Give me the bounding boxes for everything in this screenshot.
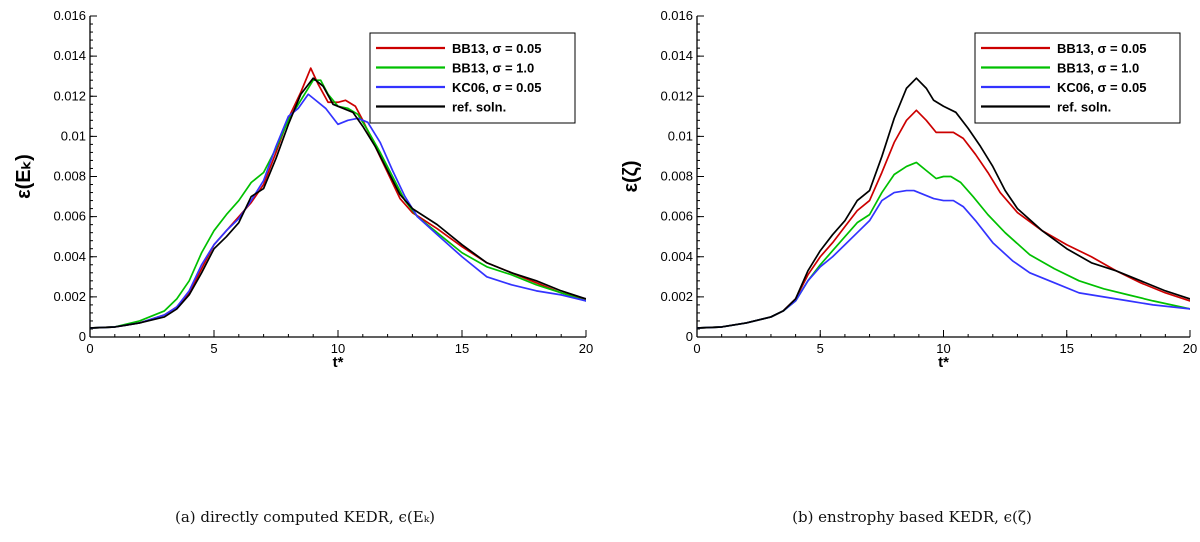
series-line-1	[90, 79, 586, 329]
series-line-3	[697, 77, 1190, 329]
y-tick-label: 0	[686, 329, 693, 344]
x-tick-label: 20	[1183, 341, 1197, 356]
y-tick-label: 0.002	[660, 289, 693, 304]
x-tick-label: 10	[936, 341, 950, 356]
x-tick-label: 0	[693, 341, 700, 356]
y-tick-label: 0	[79, 329, 86, 344]
y-tick-label: 0.004	[53, 249, 86, 264]
legend-entry: BB13, σ = 0.05	[1057, 41, 1146, 56]
y-tick-label: 0.008	[53, 169, 86, 184]
x-axis-label: t*	[333, 354, 344, 371]
x-tick-label: 0	[86, 341, 93, 356]
chart-caption: (b) enstrophy based KEDR, ϵ(ζ)	[792, 508, 1032, 526]
legend-entry: BB13, σ = 0.05	[452, 41, 541, 56]
chart-b: 0 0.002 0.004 0.006 0.008 0.01 0.012 0.014 0.016…	[620, 8, 1197, 526]
series-line-0	[90, 67, 586, 329]
y-tick-label: 0.006	[53, 209, 86, 224]
x-tick-label: 5	[817, 341, 824, 356]
y-tick-label: 0.002	[53, 289, 86, 304]
legend-entry: BB13, σ = 1.0	[1057, 61, 1139, 76]
legend: BB13, σ = 0.05 BB13, σ = 1.0 KC06, σ = 0.0…	[369, 32, 576, 124]
y-axis-label: ε(Eₖ)	[13, 154, 35, 199]
legend: BB13, σ = 0.05 BB13, σ = 1.0 KC06, σ = 0.0…	[974, 32, 1181, 124]
y-tick-label: 0.01	[61, 128, 86, 143]
y-tick-label: 0.012	[53, 88, 86, 103]
series-line-2	[697, 189, 1190, 329]
legend-entry: BB13, σ = 1.0	[452, 61, 534, 76]
x-tick-label: 5	[210, 341, 217, 356]
legend-entry: ref. soln.	[1057, 100, 1111, 115]
y-tick-label: 0.016	[660, 8, 693, 23]
series-line-2	[90, 93, 586, 329]
y-tick-label: 0.004	[660, 249, 693, 264]
y-tick-label: 0.014	[660, 48, 693, 63]
legend-entry: KC06, σ = 0.05	[452, 80, 541, 95]
legend-entry: KC06, σ = 0.05	[1057, 80, 1146, 95]
x-tick-label: 20	[579, 341, 593, 356]
y-tick-label: 0.006	[660, 209, 693, 224]
legend-entry: ref. soln.	[452, 100, 506, 115]
x-axis-label: t*	[938, 354, 949, 371]
x-tick-label: 10	[331, 341, 345, 356]
x-tick-label: 15	[1060, 341, 1074, 356]
y-tick-label: 0.01	[668, 128, 693, 143]
legend-box	[974, 32, 1181, 124]
series-line-1	[697, 161, 1190, 329]
y-tick-label: 0.014	[53, 48, 86, 63]
y-tick-label: 0.008	[660, 169, 693, 184]
y-tick-label: 0.012	[660, 88, 693, 103]
series-line-3	[90, 77, 586, 329]
chart-caption: (a) directly computed KEDR, ϵ(Eₖ)	[175, 508, 435, 526]
x-tick-label: 15	[455, 341, 469, 356]
y-axis-label: ε(ζ)	[620, 160, 642, 192]
chart-a: 0 0.002 0.004 0.006 0.008 0.01 0.012 0.014 0.016…	[13, 8, 593, 526]
y-tick-label: 0.016	[53, 8, 86, 23]
series-line-0	[697, 109, 1190, 329]
